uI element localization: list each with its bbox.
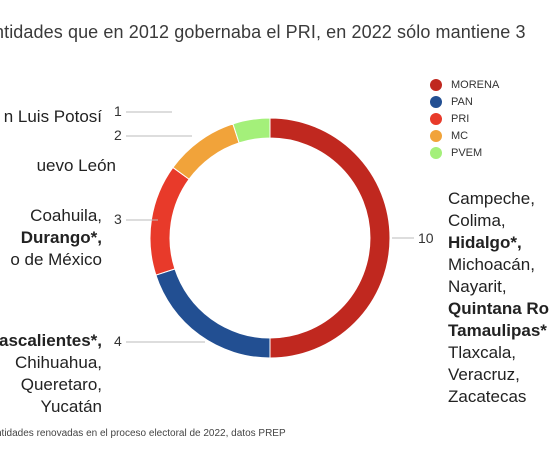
value-label-morena: 10 xyxy=(418,230,434,246)
state-name: ascalientes*, xyxy=(0,331,102,350)
value-label-mc: 2 xyxy=(114,127,122,143)
legend-label: PRI xyxy=(451,112,470,125)
state-name: Quintana Ro xyxy=(448,299,550,318)
state-name: Campeche, xyxy=(448,189,535,208)
state-name: n Luis Potosí xyxy=(3,107,102,126)
state-name: Nayarit, xyxy=(448,277,507,296)
donut-slice-mc xyxy=(172,123,240,180)
legend-item-pan: PAN xyxy=(430,93,499,110)
legend-swatch xyxy=(430,95,442,108)
state-name: Hidalgo*, xyxy=(448,233,522,252)
legend-swatch xyxy=(430,112,442,125)
legend-swatch xyxy=(430,146,442,159)
state-list-morena: Campeche, Colima, Hidalgo*, Michoacán, Nayar… xyxy=(448,188,549,408)
donut-slice-pan xyxy=(155,268,271,359)
donut-slice-pri xyxy=(149,166,190,276)
state-name: Yucatán xyxy=(40,397,102,416)
state-list-pri: Coahuila, Durango*, o de México xyxy=(10,205,102,271)
legend-item-mc: MC xyxy=(430,127,499,144)
state-list-pvem: n Luis Potosí xyxy=(4,106,102,128)
state-name: o de México xyxy=(10,250,102,269)
donut-slice-morena xyxy=(269,117,391,359)
donut-slice-pvem xyxy=(232,117,271,144)
legend-item-morena: MORENA xyxy=(430,76,499,93)
legend-label: MORENA xyxy=(451,78,500,91)
legend-item-pri: PRI xyxy=(430,110,499,127)
state-name: Zacatecas xyxy=(448,387,527,406)
legend-swatch xyxy=(430,78,442,91)
state-name: uevo León xyxy=(36,156,116,175)
state-name: Queretaro, xyxy=(20,375,102,394)
legend-label: MC xyxy=(451,129,469,142)
state-name: Veracruz, xyxy=(448,365,520,384)
state-name: Durango*, xyxy=(20,228,102,247)
state-name: Colima, xyxy=(448,211,506,230)
state-name: Tlaxcala, xyxy=(448,343,517,362)
state-name: Michoacán, xyxy=(448,255,535,274)
legend-label: PAN xyxy=(451,95,473,108)
legend-label: PVEM xyxy=(451,146,483,159)
legend-item-pvem: PVEM xyxy=(430,144,499,161)
chart-title: ntidades que en 2012 gobernaba el PRI, e… xyxy=(0,22,526,42)
chart-legend: MORENA PAN PRI MC PVEM xyxy=(430,76,499,161)
value-label-pri: 3 xyxy=(114,211,122,227)
chart-footnote: ntidades renovadas en el proceso elector… xyxy=(0,428,286,439)
state-name: Tamaulipas* xyxy=(448,321,547,340)
state-name: Coahuila, xyxy=(30,206,102,225)
value-label-pvem: 1 xyxy=(114,103,122,119)
value-label-pan: 4 xyxy=(114,333,122,349)
state-name: Chihuahua, xyxy=(15,353,102,372)
state-list-mc: uevo León xyxy=(37,155,116,177)
legend-swatch xyxy=(430,129,442,142)
state-list-pan: ascalientes*, Chihuahua, Queretaro, Yucatán xyxy=(0,330,102,418)
